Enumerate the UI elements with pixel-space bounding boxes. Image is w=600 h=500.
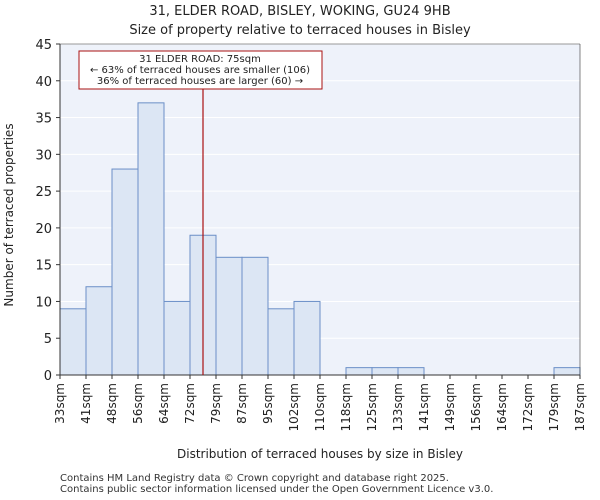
footer-line1: Contains HM Land Registry data © Crown c…	[60, 473, 449, 484]
y-tick-label: 40	[35, 75, 52, 90]
x-tick-label: 156sqm	[469, 383, 483, 431]
y-tick-label: 45	[35, 38, 52, 53]
x-tick-label: 33sqm	[53, 383, 67, 424]
y-tick-label: 0	[44, 369, 52, 384]
bar	[397, 367, 425, 376]
annotation-line3: 36% of terraced houses are larger (60) →	[97, 76, 303, 87]
y-axis-ticks: 0 5 10 15 20 25 30 35 40 45	[35, 38, 60, 384]
y-tick-label: 25	[35, 185, 52, 200]
y-tick-label: 20	[35, 222, 52, 237]
y-axis-label: Number of terraced properties	[2, 123, 16, 306]
chart-title-line1: 31, ELDER ROAD, BISLEY, WOKING, GU24 9HB	[149, 4, 451, 19]
footer: Contains HM Land Registry data © Crown c…	[60, 473, 493, 495]
x-tick-label: 64sqm	[157, 383, 171, 424]
bar	[215, 256, 243, 376]
chart-title-line2: Size of property relative to terraced ho…	[129, 23, 471, 38]
x-tick-label: 48sqm	[105, 383, 119, 424]
annotation-box	[78, 50, 323, 90]
x-tick-label: 141sqm	[417, 383, 431, 431]
footer-line2: Contains public sector information licen…	[60, 484, 494, 495]
annotation-line2: ← 63% of terraced houses are smaller (10…	[90, 65, 310, 76]
bar	[85, 286, 113, 376]
x-tick-label: 95sqm	[261, 383, 275, 424]
bar	[345, 367, 373, 376]
x-tick-label: 87sqm	[235, 383, 249, 424]
bar	[163, 300, 191, 376]
x-axis-label: Distribution of terraced houses by size …	[177, 447, 463, 461]
bar	[111, 168, 139, 376]
x-tick-label: 187sqm	[573, 383, 587, 431]
bar	[137, 102, 165, 376]
bar	[371, 367, 399, 376]
x-tick-label: 79sqm	[209, 383, 223, 424]
y-tick-label: 15	[35, 259, 52, 274]
bar	[267, 308, 295, 376]
bar	[241, 256, 269, 376]
y-tick-label: 35	[35, 112, 52, 127]
x-tick-label: 102sqm	[287, 383, 301, 431]
x-tick-label: 125sqm	[365, 383, 379, 431]
chart-title: 31, ELDER ROAD, BISLEY, WOKING, GU24 9HB…	[0, 2, 600, 40]
x-axis-ticks: 33sqm 41sqm 48sqm 56sqm 64sqm 72sqm 79sqm 87sqm…	[53, 375, 587, 431]
x-tick-label: 172sqm	[521, 383, 535, 431]
y-tick-label: 10	[35, 295, 52, 310]
x-tick-label: 133sqm	[391, 383, 405, 431]
y-tick-label: 5	[44, 332, 52, 347]
marker-annotation: 31 ELDER ROAD: 75sqm ← 63% of terraced h…	[78, 50, 323, 90]
x-tick-label: 149sqm	[443, 383, 457, 431]
x-tick-label: 179sqm	[547, 383, 561, 431]
bar	[553, 367, 581, 376]
annotation-line1: 31 ELDER ROAD: 75sqm	[139, 54, 261, 65]
x-tick-label: 110sqm	[313, 383, 327, 431]
x-tick-label: 56sqm	[131, 383, 145, 424]
bar	[59, 308, 87, 376]
x-tick-label: 118sqm	[339, 383, 353, 431]
x-tick-label: 41sqm	[79, 383, 93, 424]
x-tick-label: 72sqm	[183, 383, 197, 424]
y-tick-label: 30	[35, 148, 52, 163]
x-tick-label: 164sqm	[495, 383, 509, 431]
bar	[293, 300, 321, 376]
